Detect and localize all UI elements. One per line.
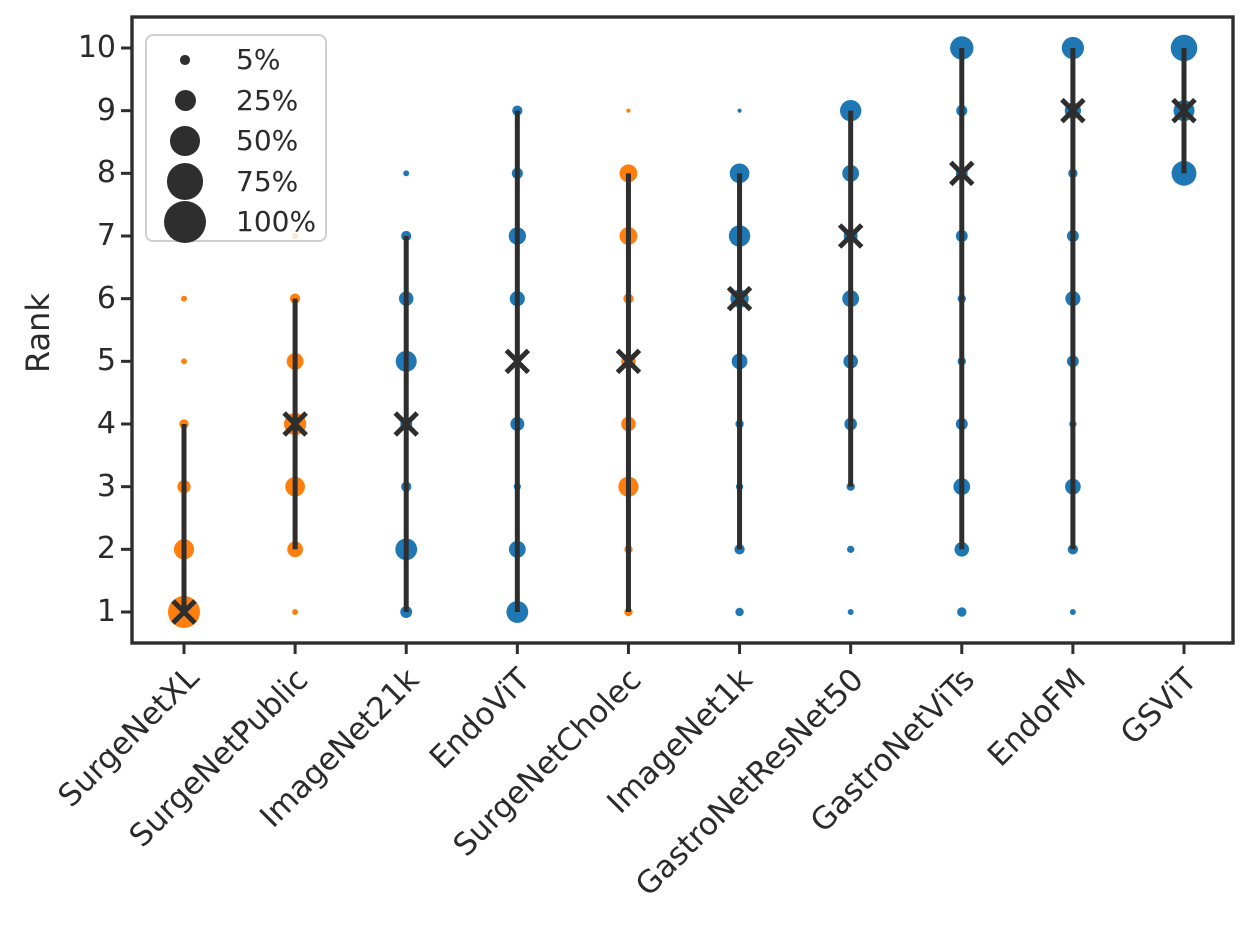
bubble — [847, 609, 854, 615]
mean-marker — [615, 348, 642, 375]
size-dot-icon — [164, 201, 206, 243]
bubble — [1069, 609, 1076, 615]
bubble — [181, 295, 187, 302]
legend-icon-box — [147, 126, 223, 156]
legend-entry-label: 50% — [236, 124, 299, 157]
column-EndoViT — [504, 105, 531, 623]
column-ImageNet21k — [393, 170, 419, 618]
column-SurgeNetCholec — [615, 108, 642, 617]
size-dot-icon — [174, 90, 196, 111]
column-GSViT — [1170, 34, 1198, 186]
size-dot-icon — [166, 163, 204, 200]
plot-frame — [130, 15, 1235, 645]
column-GastroNetResNet50 — [837, 99, 864, 615]
mean-marker — [1060, 97, 1086, 124]
y-tick-label: 8 — [96, 155, 116, 191]
bubble — [181, 358, 187, 365]
legend-entry: 100% — [147, 201, 325, 243]
y-tick-label: 1 — [96, 594, 116, 629]
legend: 5% 25% 50% 75% 100% — [145, 34, 327, 243]
y-tick-label: 10 — [77, 30, 116, 65]
y-tick-label: 3 — [96, 468, 116, 504]
legend-entry: 25% — [147, 81, 325, 121]
legend-icon-box — [147, 201, 223, 243]
axis-ticks — [121, 46, 1186, 654]
column-ImageNet1k — [726, 108, 753, 617]
mean-marker — [949, 160, 975, 187]
legend-entry: 75% — [147, 162, 325, 202]
column-SurgeNetPublic — [282, 233, 308, 615]
legend-entry-label: 100% — [236, 205, 317, 238]
size-dot-icon — [170, 126, 200, 156]
size-dot-icon — [180, 55, 190, 65]
legend-icon-box — [147, 163, 223, 200]
mean-marker — [171, 599, 197, 625]
bubble — [626, 108, 631, 113]
y-tick-label: 6 — [96, 280, 116, 316]
bubble — [735, 607, 744, 617]
legend-entry: 50% — [147, 121, 325, 161]
y-tick-label: 9 — [96, 92, 116, 128]
y-tick-label: 4 — [96, 406, 116, 441]
bubble — [954, 542, 970, 557]
column-SurgeNetXL — [168, 295, 200, 628]
legend-entry-label: 75% — [236, 164, 299, 198]
column-EndoFM — [1060, 36, 1086, 615]
legend-entry: 5% — [147, 40, 325, 80]
y-tick-label: 2 — [96, 531, 116, 567]
bubble — [957, 607, 967, 617]
mean-marker — [393, 411, 419, 437]
legend-entry-label: 25% — [236, 83, 299, 117]
column-GastroNetViTs — [949, 36, 975, 617]
bubble — [737, 108, 742, 113]
legend-icon-box — [147, 90, 223, 111]
mean-marker — [726, 285, 753, 312]
mean-marker — [837, 223, 864, 249]
bubble — [847, 545, 855, 553]
mean-marker — [282, 411, 308, 437]
legend-icon-box — [147, 55, 223, 65]
mean-marker — [504, 348, 531, 375]
y-tick-label: 7 — [96, 218, 116, 253]
bubble — [292, 609, 299, 615]
bubble — [403, 170, 410, 177]
mean-marker — [1171, 97, 1197, 124]
y-tick-label: 5 — [96, 343, 116, 379]
legend-entry-label: 5% — [236, 43, 281, 76]
